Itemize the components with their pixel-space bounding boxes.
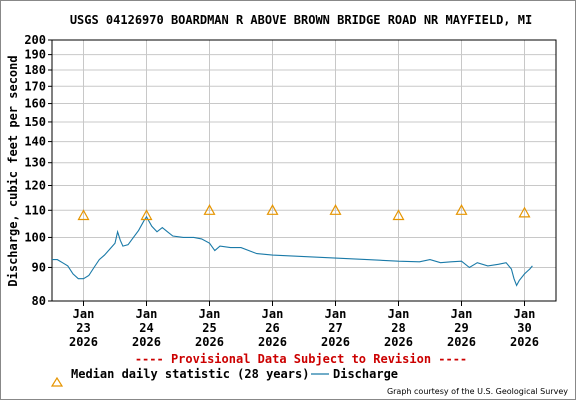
x-tick-label: Jan: [514, 307, 536, 321]
x-tick-label: Jan: [199, 307, 221, 321]
median-marker: [140, 209, 153, 221]
series: [52, 204, 533, 287]
x-tick-label: Jan: [73, 307, 95, 321]
y-tick-label: 80: [32, 294, 46, 308]
x-tick-label: Jan: [325, 307, 347, 321]
y-axis-label: Discharge, cubic feet per second: [6, 55, 20, 286]
median-marker: [77, 209, 90, 221]
x-tick-label: 26: [265, 321, 279, 335]
x-tick-label: 2026: [321, 335, 350, 349]
median-marker: [392, 209, 405, 221]
x-tick-label: Jan: [136, 307, 158, 321]
x-tick-label: 2026: [132, 335, 161, 349]
y-tick-label: 90: [32, 260, 46, 274]
x-tick-label: 2026: [384, 335, 413, 349]
x-tick-label: 27: [328, 321, 342, 335]
x-tick-label: 2026: [195, 335, 224, 349]
x-tick-label: 23: [76, 321, 90, 335]
provisional-notice: ---- Provisional Data Subject to Revisio…: [135, 352, 467, 366]
x-tick-label: 2026: [447, 335, 476, 349]
credit-text: Graph courtesy of the U.S. Geological Su…: [387, 387, 568, 396]
discharge-line: [52, 215, 533, 287]
median-marker: [203, 204, 216, 215]
y-tick-label: 120: [24, 179, 46, 193]
y-tick-label: 110: [24, 203, 46, 217]
median-marker: [266, 204, 279, 215]
x-tick-label: 24: [139, 321, 153, 335]
x-axis-ticks: Jan232026Jan242026Jan252026Jan262026Jan2…: [69, 301, 539, 349]
y-tick-label: 140: [24, 135, 46, 149]
x-tick-label: 2026: [258, 335, 287, 349]
x-tick-label: 2026: [69, 335, 98, 349]
x-tick-label: 2026: [510, 335, 539, 349]
x-tick-label: Jan: [388, 307, 410, 321]
x-tick-label: 29: [454, 321, 468, 335]
legend-median-label: Median daily statistic (28 years): [71, 367, 309, 381]
y-tick-label: 130: [24, 156, 46, 170]
chart-title: USGS 04126970 BOARDMAN R ABOVE BROWN BRI…: [70, 13, 532, 27]
x-tick-label: 30: [517, 321, 531, 335]
x-tick-label: 25: [202, 321, 216, 335]
y-tick-label: 150: [24, 115, 46, 129]
median-marker: [329, 204, 342, 215]
x-tick-label: 28: [391, 321, 405, 335]
legend-discharge-label: Discharge: [333, 367, 398, 381]
y-tick-label: 100: [24, 230, 46, 244]
y-tick-label: 200: [24, 33, 46, 47]
median-marker: [518, 206, 531, 218]
x-tick-label: Jan: [262, 307, 284, 321]
x-tick-label: Jan: [451, 307, 473, 321]
y-tick-label: 180: [24, 63, 46, 77]
grid: [52, 39, 556, 302]
legend: Median daily statistic (28 years) Discha…: [50, 367, 398, 387]
legend-median-marker: [50, 376, 64, 387]
y-tick-label: 170: [24, 79, 46, 93]
y-tick-label: 160: [24, 97, 46, 111]
plot-border: [51, 39, 557, 302]
y-tick-label: 190: [24, 48, 46, 62]
median-marker: [455, 204, 468, 215]
